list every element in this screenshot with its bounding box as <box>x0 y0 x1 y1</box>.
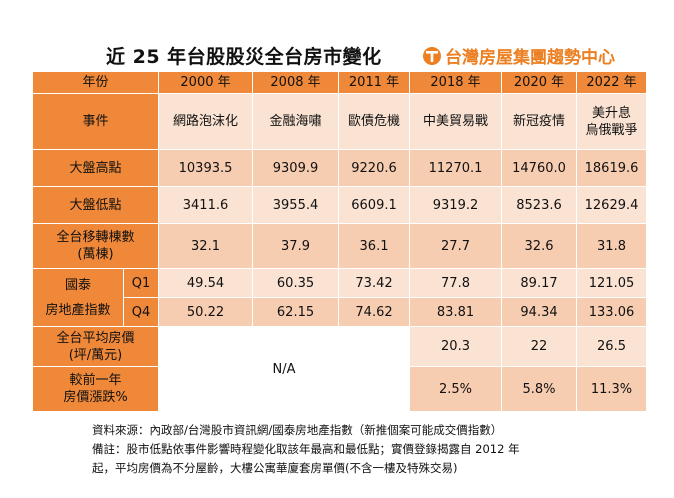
value-cell: 10393.5 <box>158 149 254 187</box>
value-cell: 3955.4 <box>252 186 340 224</box>
value-cell: 8523.6 <box>501 186 578 224</box>
value-cell: 32.6 <box>501 223 578 269</box>
value-cell: 27.7 <box>409 223 503 269</box>
value-cell: 9220.6 <box>338 149 411 187</box>
value-cell: 89.17 <box>501 268 578 298</box>
avg-price-row: 全台平均房價 (坪/萬元) N/A 20.3 22 26.5 <box>31 326 648 412</box>
row-label-line: 全台平均房價 <box>56 330 135 346</box>
page-title: 近 25 年台股股災全台房市變化 <box>106 46 382 68</box>
quarter-label: Q4 <box>122 297 160 327</box>
event-cell-line: 烏俄戰爭 <box>585 122 638 138</box>
row-label: 大盤高點 <box>31 149 160 187</box>
value-cell: 20.3 <box>409 326 503 367</box>
value-cell: 32.1 <box>158 223 254 269</box>
row-label: 事件 <box>31 93 160 150</box>
data-table: 年份 2000 年 2008 年 2011 年 2018 年 2020 年 20… <box>31 71 648 412</box>
low-row: 大盤低點 3411.6 3955.4 6609.1 9319.2 8523.6 … <box>31 186 648 224</box>
row-label-line: 國泰 <box>64 277 91 293</box>
row-label-line: 較前一年 <box>69 373 122 388</box>
year-header: 2011 年 <box>338 71 411 94</box>
brand-logo: 台灣房屋集團趨勢中心 <box>422 43 615 68</box>
row-label-line: 房地產指數 <box>45 302 111 318</box>
value-cell: 36.1 <box>338 223 411 269</box>
value-cell: 6609.1 <box>338 186 411 224</box>
value-cell: 9309.9 <box>252 149 340 187</box>
cathay-q1-row: 國泰 房地產指數 Q1 49.54 60.35 73.42 77.8 89.17… <box>32 268 648 327</box>
row-label: 大盤低點 <box>31 186 160 224</box>
value-cell: 62.15 <box>252 297 340 327</box>
remark-note-continued: 起，平均房價為不分屋齡，大樓公寓華廈套房單價(不含一樓及特殊交易) <box>92 461 458 475</box>
event-cell: 網路泡沫化 <box>158 93 254 150</box>
transfer-row: 全台移轉棟數 (萬棟) 32.1 37.9 36.1 27.7 32.6 31.… <box>31 223 648 269</box>
row-label: 較前一年 房價漲跌% <box>31 366 160 412</box>
event-cell: 美升息 烏俄戰爭 <box>576 93 648 150</box>
value-cell: 12629.4 <box>576 186 648 224</box>
brand-name: 台灣房屋集團趨勢中心 <box>445 48 615 68</box>
event-cell: 中美貿易戰 <box>409 93 503 150</box>
header-row: 年份 2000 年 2008 年 2011 年 2018 年 2020 年 20… <box>31 71 648 94</box>
year-header: 2022 年 <box>576 71 648 94</box>
value-cell: 5.8% <box>501 366 578 412</box>
na-cell: N/A <box>158 326 411 412</box>
event-cell: 歐債危機 <box>338 93 411 150</box>
footnotes: 資料來源：內政部/台灣股市資訊網/國泰房地產指數（新推個案可能成交價指數） 備註… <box>92 421 520 478</box>
value-cell: 31.8 <box>576 223 648 269</box>
row-label: 全台平均房價 (坪/萬元) <box>31 326 160 367</box>
row-label: 全台移轉棟數 (萬棟) <box>31 223 160 269</box>
value-cell: 94.34 <box>501 297 578 327</box>
high-row: 大盤高點 10393.5 9309.9 9220.6 11270.1 14760… <box>31 149 648 187</box>
row-label-line: (坪/萬元) <box>68 347 123 363</box>
year-header: 2008 年 <box>252 71 340 94</box>
remark-note: 備註：股市低點依事件影響時程變化取該年最高和最低點；實價登錄揭露自 2012 年 <box>92 442 520 456</box>
value-cell: 11270.1 <box>409 149 503 187</box>
event-cell: 新冠疫情 <box>501 93 578 150</box>
event-cell: 金融海嘯 <box>252 93 340 150</box>
value-cell: 83.81 <box>409 297 503 327</box>
row-label-line: 房價漲跌% <box>63 390 128 405</box>
value-cell: 50.22 <box>158 297 254 327</box>
value-cell: 3411.6 <box>158 186 254 224</box>
growth-row: 較前一年 房價漲跌% 2.5% 5.8% 11.3% <box>31 366 648 412</box>
value-cell: 2.5% <box>409 366 503 412</box>
value-cell: 133.06 <box>576 297 648 327</box>
brand-t-icon <box>423 46 441 65</box>
event-cell-line: 美升息 <box>592 105 632 121</box>
header-corner: 年份 <box>31 71 160 94</box>
year-header: 2000 年 <box>158 71 254 94</box>
value-cell: 49.54 <box>158 268 254 298</box>
row-label: 國泰 房地產指數 <box>32 268 124 327</box>
value-cell: 77.8 <box>409 268 503 298</box>
value-cell: 14760.0 <box>501 149 578 187</box>
cathay-q4-row: Q4 50.22 62.15 74.62 83.81 94.34 133.06 <box>33 297 648 327</box>
year-header: 2018 年 <box>409 71 503 94</box>
row-label-line: (萬棟) <box>77 247 114 262</box>
source-note: 資料來源：內政部/台灣股市資訊網/國泰房地產指數（新推個案可能成交價指數） <box>92 423 503 437</box>
value-cell: 74.62 <box>338 297 411 327</box>
value-cell: 37.9 <box>252 223 340 269</box>
quarter-label: Q1 <box>122 268 160 298</box>
value-cell: 11.3% <box>576 366 648 412</box>
value-cell: 9319.2 <box>409 186 503 224</box>
row-label-line: 全台移轉棟數 <box>56 230 135 245</box>
value-cell: 22 <box>501 326 578 367</box>
event-row: 事件 網路泡沫化 金融海嘯 歐債危機 中美貿易戰 新冠疫情 美升息 烏俄戰爭 <box>31 93 648 150</box>
value-cell: 26.5 <box>576 326 648 367</box>
value-cell: 121.05 <box>576 268 648 298</box>
value-cell: 60.35 <box>252 268 340 298</box>
value-cell: 18619.6 <box>576 149 648 187</box>
value-cell: 73.42 <box>338 268 411 298</box>
year-header: 2020 年 <box>501 71 578 94</box>
